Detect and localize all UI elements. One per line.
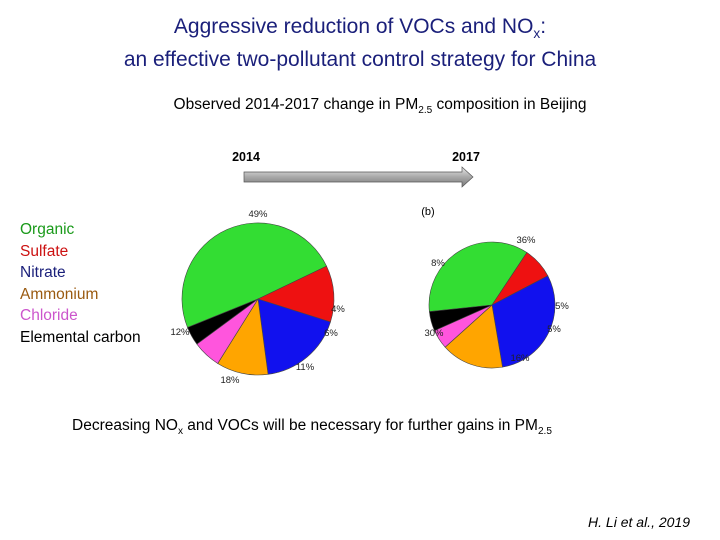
pie-2017-label-elemental-carbon: 5% bbox=[555, 301, 569, 312]
pie-2014-slice-elemental-carbon bbox=[187, 298, 259, 345]
pie-2017-label-nitrate: 30% bbox=[424, 328, 444, 339]
chart-title-suffix: composition in Beijing bbox=[432, 96, 587, 113]
pie-2017-label-sulfate: 8% bbox=[431, 258, 445, 269]
legend: Organic Sulfate Nitrate Ammonium Chlorid… bbox=[20, 219, 141, 348]
footer-sub1: x bbox=[177, 426, 183, 438]
pie-2017-label-organic: 36% bbox=[516, 235, 536, 246]
title-line1-suffix: : bbox=[540, 15, 547, 38]
title-line2: an effective two-pollutant control strat… bbox=[123, 48, 597, 72]
legend-organic: Organic bbox=[20, 221, 75, 238]
panel-label: (b) bbox=[421, 206, 434, 218]
footer-middle: and VOCs will be necessary for further g… bbox=[183, 417, 538, 434]
pie-2017-label-chloride: 5% bbox=[547, 324, 561, 335]
pie-2014-label-elemental-carbon: 4% bbox=[331, 304, 345, 315]
legend-nitrate: Nitrate bbox=[20, 264, 66, 281]
slide-title: Aggressive reduction of VOCs and NOx: an… bbox=[0, 14, 720, 73]
pie-2014-label-organic: 49% bbox=[248, 209, 268, 220]
legend-ammonium: Ammonium bbox=[20, 285, 99, 303]
timeline-arrow bbox=[243, 166, 474, 188]
pie-2017-label-ammonium: 16% bbox=[510, 353, 530, 364]
pie-2014-label-nitrate: 18% bbox=[220, 375, 240, 386]
footer-prefix: Decreasing NO bbox=[72, 417, 178, 434]
legend-chloride: Chloride bbox=[20, 307, 78, 324]
pie-2014-label-ammonium: 11% bbox=[296, 362, 315, 373]
pie-2014-label-sulfate: 12% bbox=[170, 327, 190, 338]
chart-title-prefix: Observed 2014-2017 change in PM bbox=[173, 96, 419, 113]
footer-sub2: 2.5 bbox=[537, 426, 552, 438]
citation: H. Li et al., 2019 bbox=[588, 514, 690, 530]
chart-title-sub: 2.5 bbox=[418, 105, 433, 117]
footer-note: Decreasing NOx and VOCs will be necessar… bbox=[72, 417, 552, 437]
pie-2017-slice-organic bbox=[428, 241, 528, 312]
pie-2014-slice-organic bbox=[181, 222, 327, 328]
timeline-end-label: 2017 bbox=[452, 150, 480, 164]
chart-title: Observed 2014-2017 change in PM2.5 compo… bbox=[0, 96, 720, 116]
legend-sulfate: Sulfate bbox=[20, 242, 69, 260]
title-line1-sub: x bbox=[533, 26, 541, 42]
legend-elemental-carbon: Elemental carbon bbox=[20, 328, 141, 346]
pie-2014-label-chloride: 6% bbox=[324, 328, 338, 339]
pie-2017-slice-ammonium bbox=[444, 304, 503, 369]
title-line1-prefix: Aggressive reduction of VOCs and NO bbox=[173, 15, 534, 38]
pie-2014-slice-nitrate bbox=[257, 298, 331, 375]
pie-2017-slice-nitrate bbox=[491, 275, 556, 368]
pie-2017-slice-elemental-carbon bbox=[429, 304, 493, 332]
timeline-start-label: 2014 bbox=[232, 150, 260, 164]
